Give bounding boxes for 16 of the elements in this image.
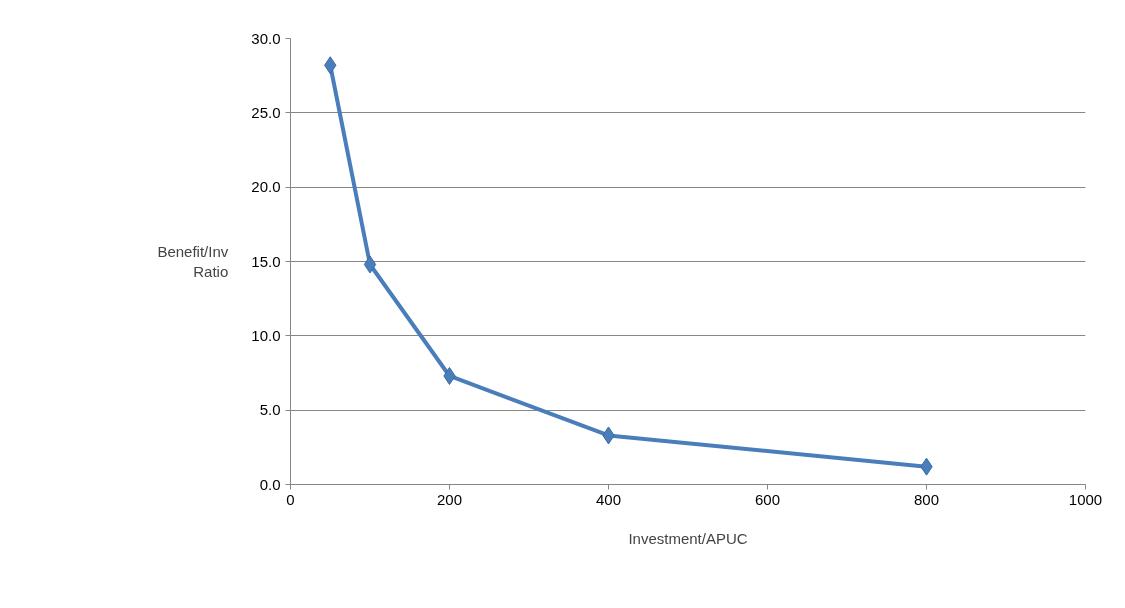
x-tick-label: 600 xyxy=(754,490,781,508)
y-tick-label: 20.0 xyxy=(251,178,281,196)
x-tick-label: 200 xyxy=(436,490,463,508)
y-axis-title: Benefit/Inv Ratio xyxy=(157,242,229,281)
y-tick-label: 10.0 xyxy=(251,326,281,344)
x-tick-label: 400 xyxy=(595,490,622,508)
x-tick-label: 800 xyxy=(913,490,940,508)
y-tick-label: 25.0 xyxy=(251,103,281,121)
x-axis-title: Investment/APUC xyxy=(628,529,748,547)
y-tick-label: 30.0 xyxy=(251,29,281,47)
x-tick-label: 1000 xyxy=(1068,490,1103,508)
x-tick-label: 0 xyxy=(286,490,295,508)
y-tick-label: 0.0 xyxy=(259,475,281,493)
y-tick-label: 5.0 xyxy=(259,401,281,419)
point xyxy=(363,255,377,274)
y-tick-label: 15.0 xyxy=(251,252,281,270)
